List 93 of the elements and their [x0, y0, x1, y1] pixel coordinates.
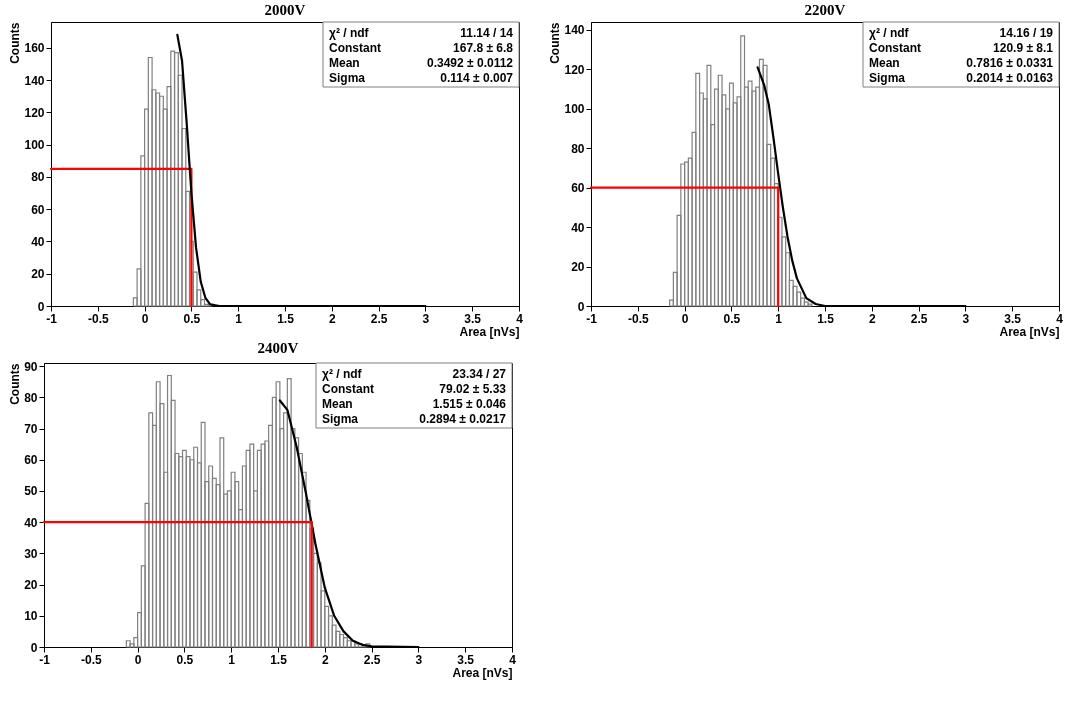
- y-axis-title: Counts: [548, 22, 563, 64]
- chart-title: 2200V: [804, 1, 846, 18]
- x-tick-label: 0: [681, 311, 689, 326]
- annotation: 23.34 / 27: [452, 367, 507, 381]
- y-tick-label: 0: [577, 299, 585, 314]
- x-tick-label: 0: [141, 311, 149, 326]
- x-tick-label: 3: [962, 311, 970, 326]
- annotation: Sigma: [329, 71, 366, 85]
- annotation: Mean: [329, 56, 360, 70]
- x-tick-label: 0: [134, 652, 142, 667]
- y-tick-label: 100: [564, 102, 585, 117]
- annotation: 120.9 ± 8.1: [993, 41, 1054, 55]
- annotation: 14.16 / 19: [999, 26, 1054, 40]
- y-tick-label: 40: [24, 515, 38, 530]
- annotation: 0.3492 ± 0.0112: [427, 56, 514, 70]
- x-tick-label: 2.5: [363, 652, 381, 667]
- x-tick-label: 3: [415, 652, 423, 667]
- x-tick-label: -0.5: [80, 652, 102, 667]
- x-tick-label: 1: [228, 652, 236, 667]
- x-tick-label: 2.5: [370, 311, 388, 326]
- annotation: χ² / ndf: [869, 26, 910, 40]
- annotation: 79.02 ± 5.33: [439, 382, 507, 396]
- x-tick-label: 2: [328, 311, 336, 326]
- y-axis-title: Counts: [8, 22, 23, 64]
- x-tick-label: 1.5: [817, 311, 835, 326]
- annotation: Sigma: [322, 412, 359, 426]
- x-axis-title: Area [nVs]: [459, 324, 520, 339]
- annotation: Constant: [322, 382, 374, 396]
- annotation: χ² / ndf: [322, 367, 363, 381]
- annotation: 11.14 / 14: [460, 26, 514, 40]
- y-tick-label: 30: [24, 546, 38, 561]
- x-tick-label: 1: [775, 311, 783, 326]
- chart-title: 2400V: [257, 340, 299, 357]
- y-tick-label: 40: [31, 234, 45, 249]
- annotation: 0.114 ± 0.007: [440, 71, 514, 85]
- chart-title: 2000V: [264, 1, 306, 18]
- x-tick-label: 1: [235, 311, 243, 326]
- x-tick-label: 2: [321, 652, 329, 667]
- y-tick-label: 0: [30, 640, 38, 655]
- y-tick-label: 10: [24, 609, 38, 624]
- y-tick-label: 50: [24, 484, 38, 499]
- x-axis-title: Area [nVs]: [452, 665, 513, 680]
- y-tick-label: 120: [24, 105, 45, 120]
- y-tick-label: 100: [24, 138, 45, 153]
- x-tick-label: 3.5: [457, 652, 475, 667]
- annotation: 0.7816 ± 0.0331: [966, 56, 1054, 70]
- y-tick-label: 140: [564, 23, 585, 38]
- x-tick-label: 2: [868, 311, 876, 326]
- x-tick-label: -1: [39, 652, 51, 667]
- y-tick-label: 20: [571, 260, 585, 275]
- annotation: 0.2014 ± 0.0163: [966, 71, 1054, 85]
- y-tick-label: 60: [31, 202, 45, 217]
- y-tick-label: 60: [24, 453, 38, 468]
- x-tick-label: -1: [586, 311, 598, 326]
- x-tick-label: 0.5: [183, 311, 201, 326]
- y-tick-label: 20: [24, 578, 38, 593]
- y-tick-label: 80: [31, 170, 45, 185]
- y-tick-label: 140: [24, 73, 45, 88]
- x-tick-label: -0.5: [627, 311, 649, 326]
- x-tick-label: -1: [46, 311, 58, 326]
- y-tick-label: 70: [24, 422, 38, 437]
- annotation: χ² / ndf: [329, 26, 370, 40]
- annotation: 1.515 ± 0.046: [432, 397, 507, 411]
- y-tick-label: 80: [24, 390, 38, 405]
- y-axis-title: Counts: [8, 363, 23, 405]
- x-tick-label: 4: [516, 311, 524, 326]
- x-tick-label: 0.5: [723, 311, 741, 326]
- x-tick-label: 1.5: [270, 652, 288, 667]
- annotation: Constant: [869, 41, 921, 55]
- x-tick-label: -0.5: [87, 311, 109, 326]
- annotation: Mean: [322, 397, 353, 411]
- x-axis-title: Area [nVs]: [999, 324, 1060, 339]
- x-tick-label: 4: [509, 652, 517, 667]
- annotation: 167.8 ± 6.8: [453, 41, 514, 55]
- annotation: 0.2894 ± 0.0217: [419, 412, 507, 426]
- annotation: Sigma: [869, 71, 906, 85]
- y-tick-label: 0: [37, 299, 45, 314]
- y-tick-label: 60: [571, 181, 585, 196]
- annotation: Mean: [869, 56, 900, 70]
- x-tick-label: 0.5: [176, 652, 194, 667]
- x-tick-label: 3: [422, 311, 430, 326]
- annotation: Constant: [329, 41, 381, 55]
- x-tick-label: 3.5: [1004, 311, 1022, 326]
- y-tick-label: 80: [571, 141, 585, 156]
- y-tick-label: 120: [564, 62, 585, 77]
- x-tick-label: 4: [1056, 311, 1064, 326]
- y-tick-label: 40: [571, 220, 585, 235]
- x-tick-label: 1.5: [277, 311, 295, 326]
- y-tick-label: 160: [24, 41, 45, 56]
- y-tick-label: 20: [31, 267, 45, 282]
- y-tick-label: 90: [24, 359, 38, 374]
- x-tick-label: 2.5: [910, 311, 928, 326]
- x-tick-label: 3.5: [464, 311, 482, 326]
